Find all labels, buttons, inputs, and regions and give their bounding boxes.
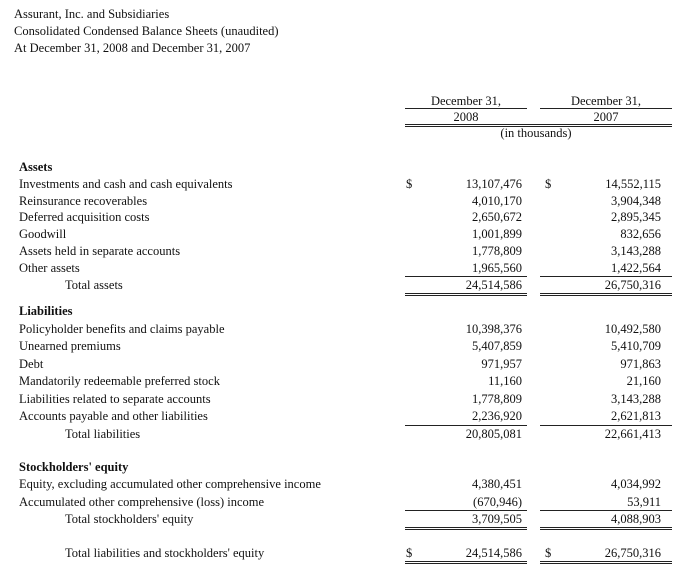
- cell-value: 2,895,345: [611, 210, 661, 225]
- section-title: Stockholders' equity: [19, 460, 129, 474]
- row-label: Policyholder benefits and claims payable: [19, 321, 225, 336]
- cell-value: 10,398,376: [465, 321, 522, 336]
- cell-value: 1,965,560: [472, 260, 522, 275]
- header-double-rule: [405, 124, 672, 125]
- total-double-rule: [405, 528, 527, 530]
- cell-value: 20,805,081: [465, 426, 522, 441]
- total-double-rule: [405, 526, 527, 528]
- cell-value: (670,946): [473, 494, 522, 509]
- subtotal-rule: [540, 509, 672, 511]
- cell-value: 3,143,288: [611, 391, 661, 406]
- row-label: Equity, excluding accumulated other comp…: [19, 477, 321, 492]
- total-double-rule: [540, 526, 672, 528]
- cell-value: 5,407,859: [472, 339, 522, 353]
- total-double-rule: [540, 294, 672, 296]
- total-double-rule: [405, 292, 527, 294]
- cell-value: 2,621,813: [611, 409, 661, 423]
- subtotal-rule: [405, 424, 527, 426]
- currency-symbol: $: [406, 176, 413, 191]
- currency-symbol: $: [406, 546, 413, 560]
- cell-value: 4,380,451: [472, 477, 522, 492]
- subtotal-rule: [405, 275, 527, 277]
- header-double-rule: [405, 126, 672, 127]
- currency-symbol: $: [545, 546, 552, 560]
- header-line: Consolidated Condensed Balance Sheets (u…: [14, 24, 279, 38]
- column-date: December 31,: [430, 94, 502, 108]
- total-double-rule: [540, 528, 672, 530]
- row-label: Goodwill: [19, 227, 67, 242]
- cell-value: 4,034,992: [611, 477, 661, 492]
- row-label: Reinsurance recoverables: [19, 193, 148, 208]
- row-label: Liabilities related to separate accounts: [19, 391, 211, 406]
- cell-value: 13,107,476: [465, 176, 522, 191]
- column-year: 2008: [453, 110, 479, 124]
- total-double-rule: [405, 563, 527, 564]
- column-rule: [405, 108, 527, 109]
- cell-value: 2,236,920: [472, 409, 522, 423]
- subtotal-rule: [405, 509, 527, 511]
- total-double-rule: [540, 561, 672, 562]
- total-double-rule: [405, 294, 527, 296]
- cell-value: 2,650,672: [472, 210, 522, 225]
- header-line: Assurant, Inc. and Subsidiaries: [14, 7, 170, 21]
- cell-value: 971,863: [620, 356, 661, 371]
- row-label: Debt: [19, 356, 44, 371]
- cell-value: 5,410,709: [611, 339, 661, 353]
- total-double-rule: [540, 292, 672, 294]
- section-title: Assets: [19, 160, 53, 174]
- cell-value: 24,514,586: [465, 546, 522, 560]
- subtotal-rule: [540, 275, 672, 277]
- column-rule: [540, 108, 672, 109]
- cell-value: 26,750,316: [604, 546, 661, 560]
- cell-value: 832,656: [620, 227, 661, 242]
- cell-value: 971,957: [481, 356, 522, 371]
- cell-value: 4,088,903: [611, 511, 661, 526]
- cell-value: 53,911: [627, 494, 661, 509]
- cell-value: 10,492,580: [604, 321, 661, 336]
- row-label: Total liabilities and stockholders' equi…: [65, 546, 265, 560]
- cell-value: 1,001,899: [472, 227, 522, 242]
- total-double-rule: [540, 563, 672, 564]
- unit-note: (in thousands): [500, 126, 572, 140]
- cell-value: 14,552,115: [605, 176, 661, 191]
- cell-value: 4,010,170: [472, 193, 522, 208]
- row-label: Accumulated other comprehensive (loss) i…: [19, 494, 265, 509]
- cell-value: 24,514,586: [465, 277, 522, 292]
- cell-value: 1,778,809: [472, 391, 522, 406]
- cell-value: 11,160: [488, 374, 522, 388]
- row-label: Unearned premiums: [19, 339, 121, 353]
- cell-value: 26,750,316: [604, 277, 661, 292]
- cell-value: 3,709,505: [472, 511, 522, 526]
- subtotal-rule: [540, 424, 672, 426]
- row-label: Accounts payable and other liabilities: [19, 409, 208, 423]
- column-year: 2007: [593, 110, 619, 124]
- header-line: At December 31, 2008 and December 31, 20…: [14, 41, 251, 55]
- row-label: Other assets: [19, 260, 80, 275]
- column-date: December 31,: [570, 94, 642, 108]
- section-title: Liabilities: [19, 304, 73, 318]
- cell-value: 22,661,413: [604, 426, 661, 441]
- cell-value: 3,143,288: [611, 244, 661, 258]
- row-label: Total liabilities: [65, 426, 141, 441]
- cell-value: 1,778,809: [472, 244, 522, 258]
- row-label: Investments and cash and cash equivalent…: [19, 176, 233, 191]
- row-label: Total stockholders' equity: [65, 511, 194, 526]
- total-double-rule: [405, 561, 527, 562]
- cell-value: 21,160: [626, 374, 661, 388]
- cell-value: 3,904,348: [611, 193, 661, 208]
- cell-value: 1,422,564: [611, 260, 661, 275]
- row-label: Total assets: [65, 277, 123, 292]
- row-label: Assets held in separate accounts: [19, 244, 181, 258]
- currency-symbol: $: [545, 176, 552, 191]
- row-label: Mandatorily redeemable preferred stock: [19, 374, 220, 388]
- row-label: Deferred acquisition costs: [19, 210, 150, 225]
